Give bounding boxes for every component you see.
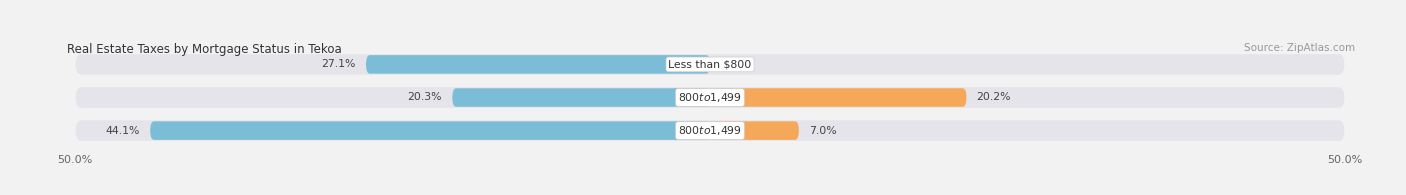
Text: $800 to $1,499: $800 to $1,499 [678,91,742,104]
Text: 7.0%: 7.0% [808,126,837,136]
FancyBboxPatch shape [710,88,966,107]
FancyBboxPatch shape [76,120,1344,141]
FancyBboxPatch shape [366,55,710,74]
Text: Real Estate Taxes by Mortgage Status in Tekoa: Real Estate Taxes by Mortgage Status in … [66,43,342,56]
FancyBboxPatch shape [76,54,1344,75]
Text: Source: ZipAtlas.com: Source: ZipAtlas.com [1243,43,1354,53]
Text: 20.3%: 20.3% [408,92,441,103]
FancyBboxPatch shape [150,121,710,140]
FancyBboxPatch shape [76,87,1344,108]
Text: $800 to $1,499: $800 to $1,499 [678,124,742,137]
FancyBboxPatch shape [710,121,799,140]
Text: Less than $800: Less than $800 [668,59,752,69]
FancyBboxPatch shape [453,88,710,107]
Text: 0.0%: 0.0% [720,59,748,69]
Text: 27.1%: 27.1% [322,59,356,69]
Text: 20.2%: 20.2% [977,92,1011,103]
Text: 44.1%: 44.1% [105,126,141,136]
